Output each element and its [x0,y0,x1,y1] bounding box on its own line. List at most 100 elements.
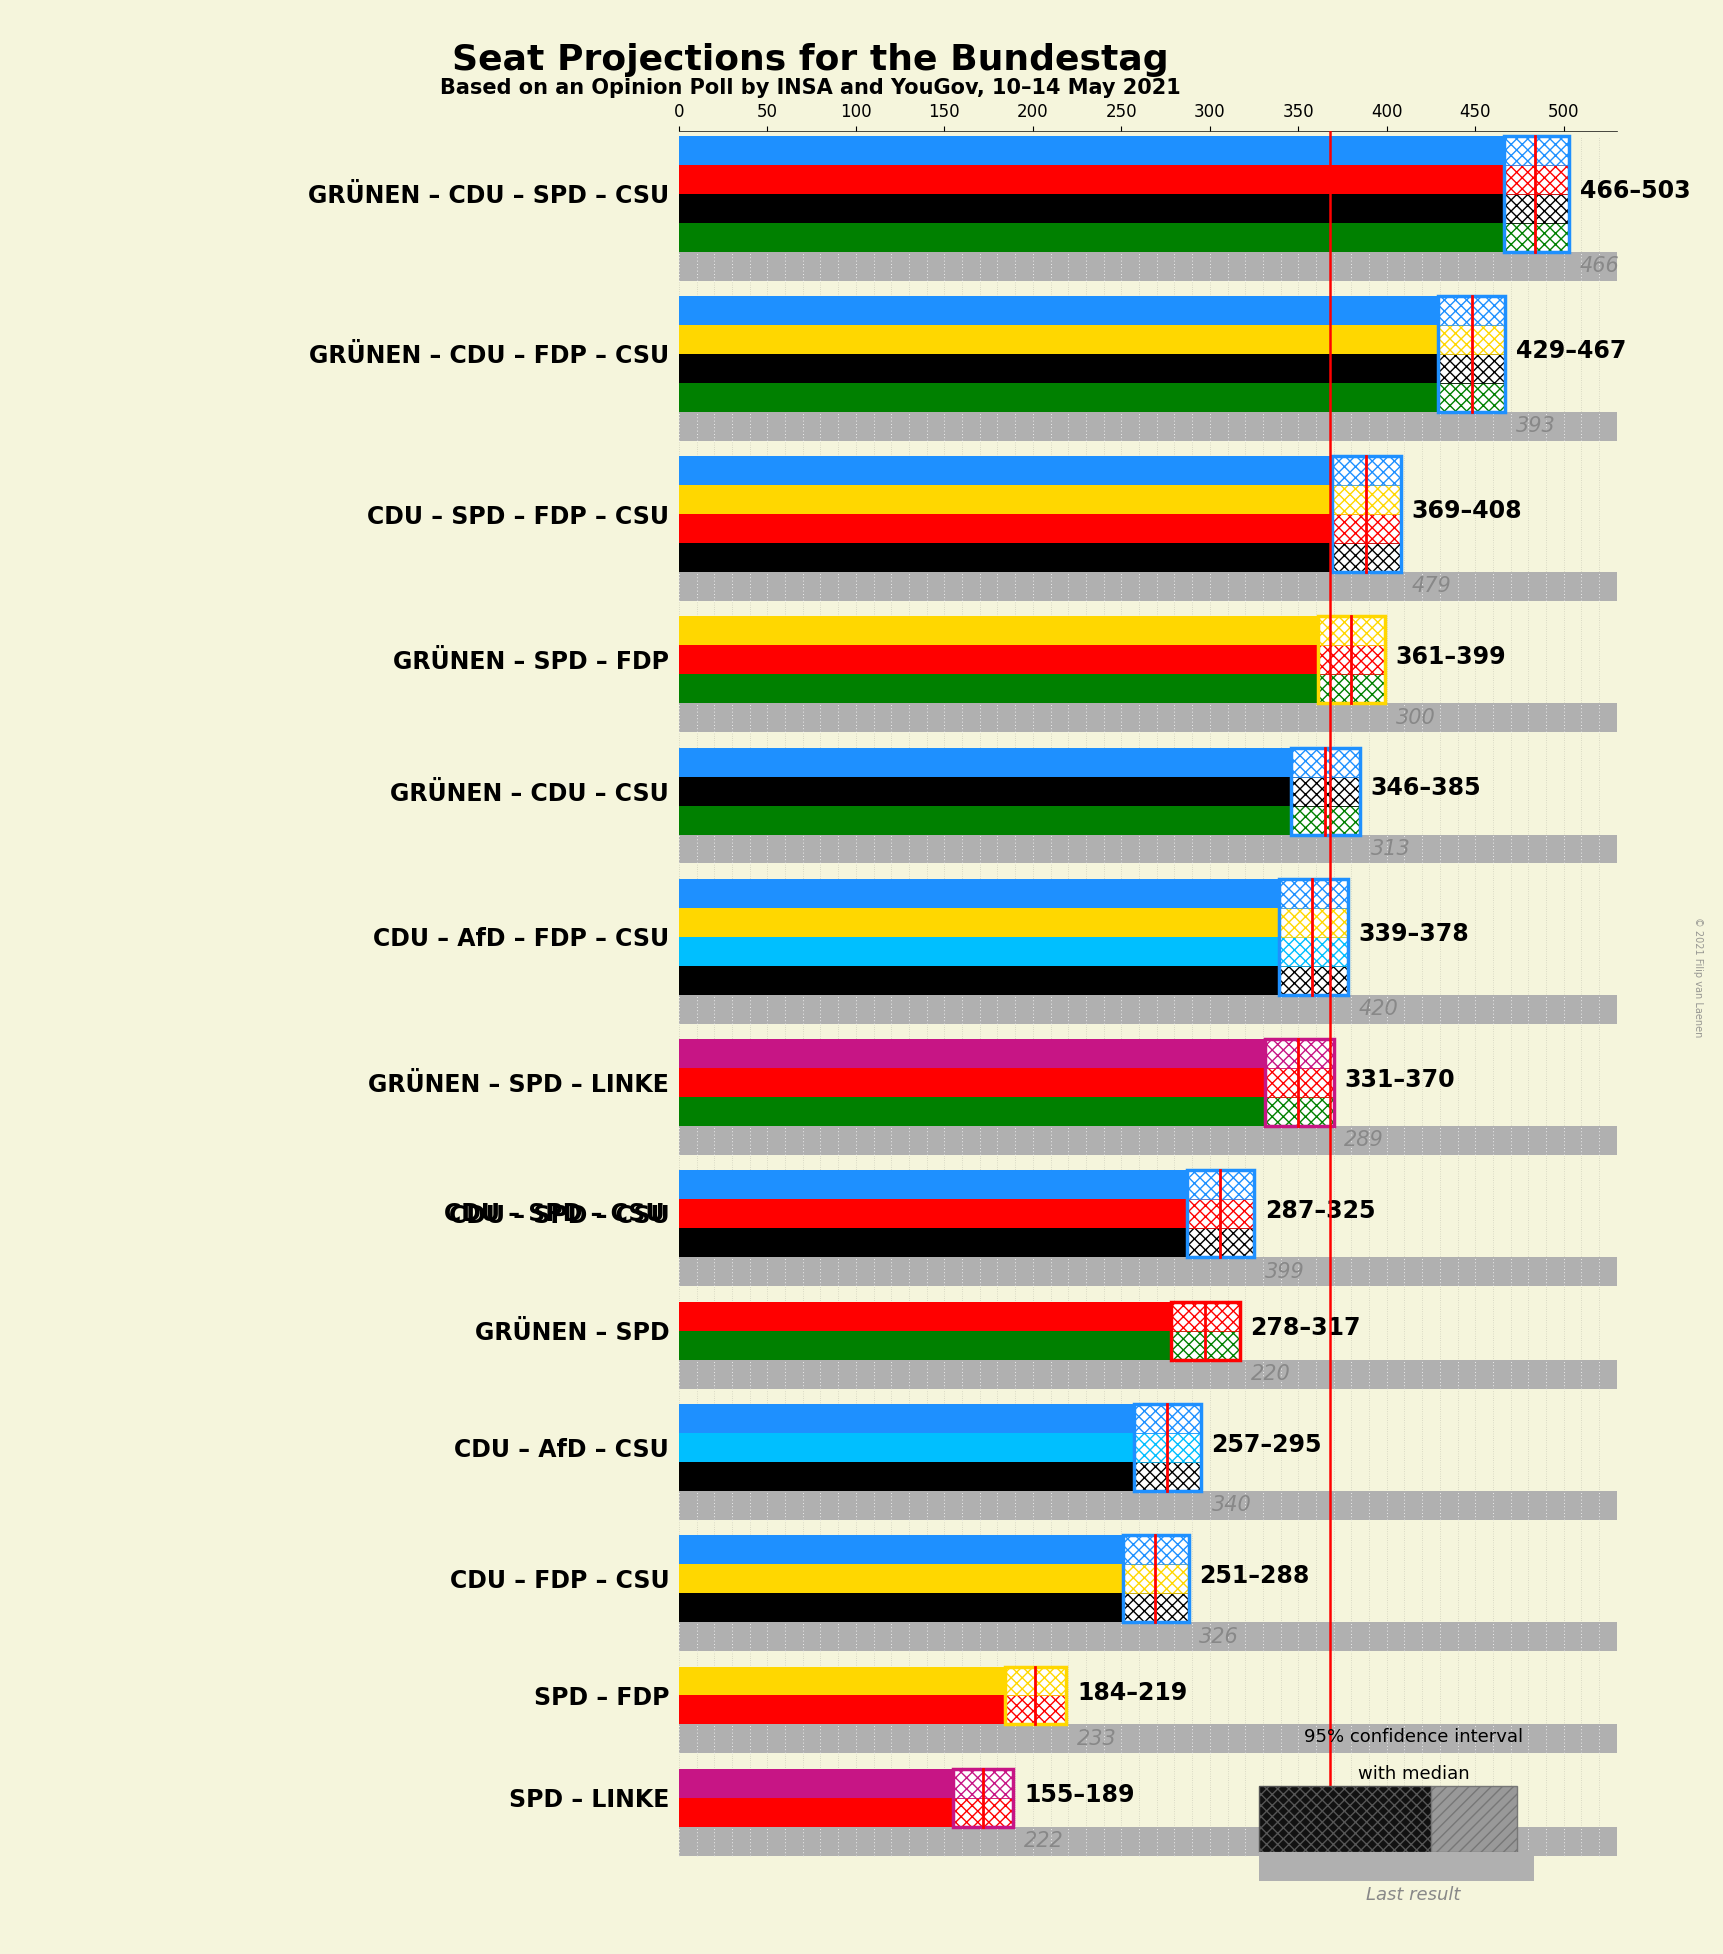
Bar [679,1798,953,1827]
Text: 313: 313 [1370,838,1409,860]
Bar [1332,485,1401,514]
Bar [679,1200,1185,1229]
Bar [679,1040,1265,1069]
Bar [679,412,1616,442]
Bar [1502,164,1568,193]
Bar [679,1827,1616,1856]
Bar [1134,1405,1201,1432]
Bar [1265,1069,1334,1096]
Bar [1265,1096,1334,1126]
Bar [1170,1331,1239,1360]
Bar [1005,1667,1067,1696]
Bar [679,455,1332,485]
Bar [679,1126,1616,1155]
Bar [1185,1229,1253,1256]
Bar [1291,776,1359,805]
Bar [679,383,1437,412]
Bar [1291,805,1359,834]
Bar [679,645,1316,674]
Bar [1278,909,1347,936]
Bar [1134,1405,1201,1491]
Bar [679,776,1291,805]
Bar [1278,879,1347,909]
Bar [679,703,1616,733]
Bar [1332,514,1401,543]
Bar [1332,543,1401,573]
Text: 155–189: 155–189 [1023,1782,1134,1807]
Bar [1265,1069,1334,1096]
Bar [679,1331,1170,1360]
Text: 220: 220 [1249,1364,1289,1383]
Bar [1005,1667,1067,1725]
Bar [1185,1170,1253,1256]
Bar [679,674,1316,703]
Bar [1122,1536,1187,1622]
Bar [1437,295,1504,324]
Bar [1122,1536,1187,1565]
Bar [679,1696,1005,1725]
Text: 479: 479 [1411,576,1451,596]
Text: 300: 300 [1396,707,1435,727]
Bar [1291,805,1359,834]
Bar [1502,137,1568,252]
Bar [679,1622,1616,1651]
Bar [679,1593,1122,1622]
Bar [953,1768,1013,1798]
Bar [1185,1170,1253,1200]
Text: 95% confidence interval: 95% confidence interval [1303,1727,1523,1745]
Bar [1332,514,1401,543]
Bar [679,543,1332,573]
Bar [679,1536,1122,1565]
Text: 339–378: 339–378 [1358,922,1468,946]
Bar [679,1565,1122,1593]
Bar [1122,1593,1187,1622]
Bar [1265,1040,1334,1126]
Bar [1265,1096,1334,1126]
Text: CDU – SPD – CSU: CDU – SPD – CSU [445,1202,665,1225]
Bar [1170,1301,1239,1360]
Bar [679,1405,1134,1432]
Bar [679,324,1437,354]
Bar [953,1798,1013,1827]
Bar [679,223,1502,252]
Text: 420: 420 [1358,998,1397,1020]
Bar [1122,1593,1187,1622]
Bar [679,1432,1134,1462]
Text: 287–325: 287–325 [1265,1200,1375,1223]
Text: 233: 233 [1077,1729,1117,1749]
Bar [679,137,1502,164]
Text: 429–467: 429–467 [1515,338,1625,363]
Bar [1122,1536,1187,1565]
Bar [1316,616,1384,645]
Bar [1134,1462,1201,1491]
Bar [679,748,1291,776]
Text: with median: with median [1358,1764,1468,1784]
Bar [1437,383,1504,412]
Bar [1291,776,1359,805]
Bar [1291,748,1359,776]
Bar [679,164,1502,193]
Bar [679,1462,1134,1491]
Bar [679,1170,1185,1200]
Bar [1502,137,1568,164]
Bar [1437,295,1504,412]
Bar [1332,485,1401,514]
Bar [1278,936,1347,965]
Bar [1278,936,1347,965]
Bar [679,485,1332,514]
Bar [679,354,1437,383]
Bar [1134,1432,1201,1462]
Bar [1134,1432,1201,1462]
Text: 257–295: 257–295 [1211,1432,1322,1456]
Text: © 2021 Filip van Laenen: © 2021 Filip van Laenen [1692,916,1702,1038]
Bar [1437,324,1504,354]
Bar [679,1096,1265,1126]
Bar [1134,1405,1201,1432]
Bar [1437,354,1504,383]
Bar [1122,1565,1187,1593]
Bar [679,1491,1616,1520]
Bar [953,1768,1013,1798]
Text: Based on an Opinion Poll by INSA and YouGov, 10–14 May 2021: Based on an Opinion Poll by INSA and You… [439,78,1180,98]
Text: 289: 289 [1344,1131,1384,1151]
Text: Seat Projections for the Bundestag: Seat Projections for the Bundestag [451,43,1168,76]
